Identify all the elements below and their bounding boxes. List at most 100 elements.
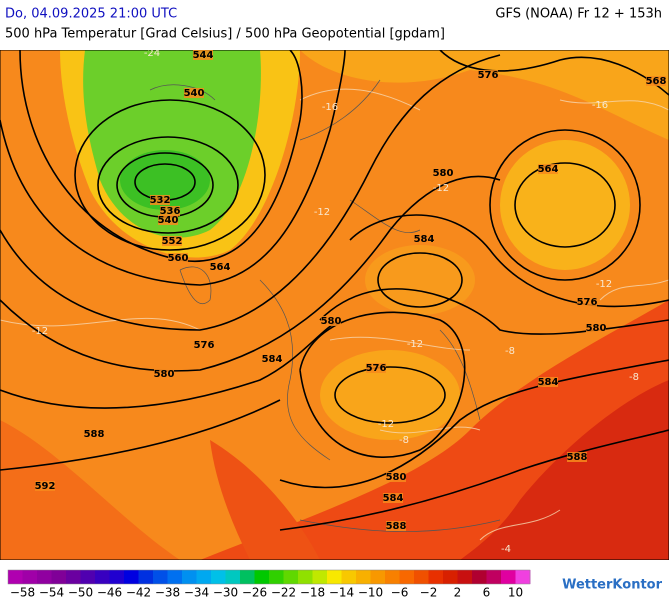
contour-label: 584 (383, 493, 404, 504)
contour-label-bg (194, 340, 214, 350)
contour-label: 540 (158, 215, 179, 226)
contour-label-bg (210, 262, 230, 272)
colorbar-swatch (240, 570, 255, 584)
colorbar-swatch (182, 570, 197, 584)
contour-label-bg (162, 236, 182, 246)
contour-label: 588 (386, 521, 407, 532)
colorbar-swatch (428, 570, 444, 584)
colorbar-swatch (399, 570, 415, 584)
contour-label: 592 (35, 481, 56, 492)
colorbar-swatch (8, 570, 23, 584)
temperature-label: -8 (505, 346, 515, 357)
contour-label: 580 (433, 168, 454, 179)
contour-label: 564 (538, 164, 559, 175)
colorbar-swatch (37, 570, 52, 584)
contour-label-bg (433, 168, 453, 178)
colorbar-swatch (312, 570, 328, 584)
colorbar-swatch (66, 570, 81, 584)
colorbar-label: 6 (483, 586, 491, 600)
colorbar-label: −26 (242, 586, 267, 600)
subtitle: 500 hPa Temperatur [Grad Celsius] / 500 … (5, 27, 445, 42)
colorbar-swatch (370, 570, 386, 584)
colorbar-label: −14 (329, 586, 354, 600)
colorbar-swatch (51, 570, 67, 584)
colorbar-label: −38 (155, 586, 180, 600)
colorbar-swatch (167, 570, 183, 584)
contour-label: 576 (577, 297, 598, 308)
temperature-label: -12 (314, 207, 330, 218)
colorbar-swatch (80, 570, 96, 584)
contour-label: 544 (193, 50, 214, 61)
temperature-label: -8 (399, 435, 409, 446)
date: Do, 04.09.2025 21:00 UTC (5, 7, 177, 22)
colorbar-swatch (254, 570, 270, 584)
colorbar-swatch (124, 570, 139, 584)
contour-label: 584 (414, 234, 435, 245)
map: 5445405325365405525605645765805885925765… (0, 50, 669, 560)
contour-label-bg (646, 76, 666, 86)
contour-label-bg (577, 297, 597, 307)
colorbar-swatch (211, 570, 226, 584)
colorbar-label: −58 (10, 586, 35, 600)
contour-label: 584 (538, 377, 559, 388)
contour-label: 560 (168, 253, 189, 264)
contour-label: 580 (386, 472, 407, 483)
temperature-label: -12 (32, 326, 48, 337)
colorbar-swatch (443, 570, 458, 584)
contour-label-bg (366, 363, 386, 373)
contour-label-bg (478, 70, 498, 80)
temperature-label: -12 (596, 279, 612, 290)
temperature-label: -12 (433, 183, 449, 194)
colorbar-swatch (138, 570, 154, 584)
temperature-label: -12 (407, 339, 423, 350)
contour-label: 576 (366, 363, 387, 374)
contour-label: 576 (194, 340, 215, 351)
contour-label-bg (567, 452, 587, 462)
contour-label: 580 (154, 369, 175, 380)
colorbar-label: −6 (391, 586, 409, 600)
contour-label: 576 (478, 70, 499, 81)
contour-label: 568 (646, 76, 667, 87)
contour-label: 564 (210, 262, 231, 273)
contour-label-bg (383, 493, 403, 503)
colorbar-label: −2 (420, 586, 438, 600)
colorbar-label: −34 (184, 586, 209, 600)
temperature-label: -4 (501, 544, 511, 555)
temperature-label: -8 (629, 372, 639, 383)
colorbar-swatch (22, 570, 38, 584)
contour-label-bg (154, 369, 174, 379)
colorbar-swatch (486, 570, 502, 584)
colorbar-swatch (457, 570, 473, 584)
contour-label-bg (262, 354, 282, 364)
contour-label-bg (386, 472, 406, 482)
colorbar-swatch (95, 570, 110, 584)
contour-label-bg (538, 164, 558, 174)
model-run: GFS (NOAA) Fr 12 + 153h (495, 7, 662, 22)
contour-label: 588 (84, 429, 105, 440)
contour-label: 540 (184, 88, 205, 99)
colorbar-swatch (327, 570, 342, 584)
contour-label-bg (150, 195, 170, 205)
colorbar-label: 10 (508, 586, 523, 600)
colorbar-swatch (153, 570, 168, 584)
colorbar-frame (7, 569, 531, 585)
colorbar-swatch (283, 570, 299, 584)
contour-label-bg (84, 429, 104, 439)
contour-label: 588 (567, 452, 588, 463)
colorbar-label: −22 (271, 586, 296, 600)
colorbar-swatch (414, 570, 429, 584)
contour-label: 584 (262, 354, 283, 365)
contour-label-bg (321, 316, 341, 326)
colorbar-swatch (109, 570, 125, 584)
contour-label: 532 (150, 195, 171, 206)
geopotential-contours (0, 50, 669, 531)
colorbar-swatch (225, 570, 241, 584)
temperature-label: -16 (592, 100, 608, 111)
contour-label-bg (586, 323, 606, 333)
temperature-label: -16 (322, 102, 338, 113)
colorbar-label: −50 (68, 586, 93, 600)
contour-label: 536 (160, 206, 181, 217)
colorbar-swatch (341, 570, 357, 584)
colorbar-swatch (385, 570, 400, 584)
